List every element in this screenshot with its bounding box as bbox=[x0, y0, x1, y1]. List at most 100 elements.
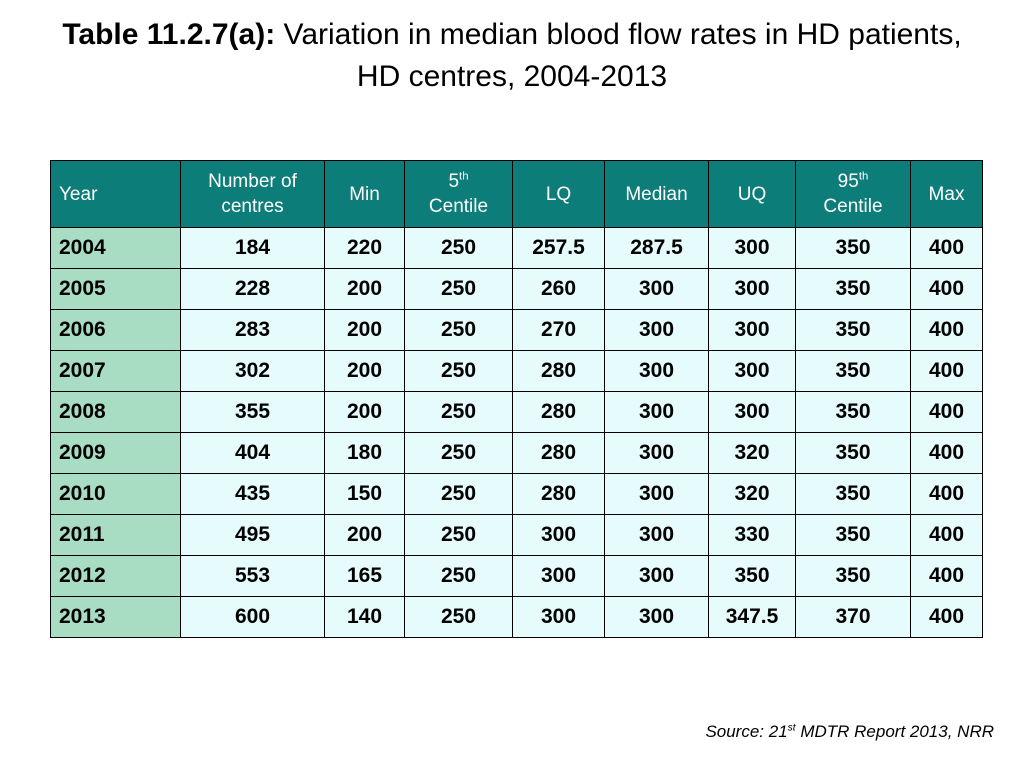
title-label: Table 11.2.7(a): bbox=[62, 18, 276, 51]
cell-lq: 280 bbox=[512, 350, 605, 392]
cell-max: 400 bbox=[910, 268, 983, 310]
cell-max: 400 bbox=[910, 596, 983, 638]
cell-95th-centile: 350 bbox=[795, 391, 911, 433]
cell-lq: 270 bbox=[512, 309, 605, 351]
header-max: Max bbox=[910, 160, 983, 228]
cell-median: 300 bbox=[604, 432, 709, 474]
header-lq: LQ bbox=[512, 160, 605, 228]
source-prefix: Source: 21 bbox=[705, 722, 788, 741]
table-row: 2004 184 220 250 257.5 287.5 300 350 400 bbox=[50, 227, 983, 269]
cell-median: 300 bbox=[604, 391, 709, 433]
cell-5th-centile: 250 bbox=[404, 227, 513, 269]
cell-min: 200 bbox=[324, 268, 405, 310]
cell-max: 400 bbox=[910, 432, 983, 474]
table-row: 2005 228 200 250 260 300 300 350 400 bbox=[50, 268, 983, 310]
cell-median: 300 bbox=[604, 268, 709, 310]
cell-median: 300 bbox=[604, 473, 709, 515]
header-p5-word: Centile bbox=[428, 196, 489, 217]
cell-uq: 300 bbox=[708, 227, 796, 269]
cell-lq: 280 bbox=[512, 391, 605, 433]
cell-lq: 280 bbox=[512, 473, 605, 515]
cell-uq: 300 bbox=[708, 268, 796, 310]
cell-max: 400 bbox=[910, 350, 983, 392]
header-number-of-centres: Number of centres bbox=[180, 160, 325, 228]
header-centres-line2: centres bbox=[221, 196, 284, 217]
header-year: Year bbox=[50, 160, 181, 228]
header-5th-centile: 5th Centile bbox=[404, 160, 513, 228]
cell-year: 2009 bbox=[50, 432, 181, 474]
cell-95th-centile: 350 bbox=[795, 350, 911, 392]
cell-max: 400 bbox=[910, 309, 983, 351]
cell-min: 200 bbox=[324, 514, 405, 556]
cell-5th-centile: 250 bbox=[404, 268, 513, 310]
cell-95th-centile: 350 bbox=[795, 473, 911, 515]
cell-95th-centile: 350 bbox=[795, 432, 911, 474]
header-95th-centile: 95th Centile bbox=[795, 160, 911, 228]
cell-number-of-centres: 435 bbox=[180, 473, 325, 515]
cell-5th-centile: 250 bbox=[404, 350, 513, 392]
cell-number-of-centres: 495 bbox=[180, 514, 325, 556]
cell-number-of-centres: 302 bbox=[180, 350, 325, 392]
cell-min: 150 bbox=[324, 473, 405, 515]
cell-median: 300 bbox=[604, 514, 709, 556]
cell-95th-centile: 350 bbox=[795, 227, 911, 269]
cell-lq: 257.5 bbox=[512, 227, 605, 269]
cell-lq: 300 bbox=[512, 555, 605, 597]
source-note: Source: 21st MDTR Report 2013, NRR bbox=[705, 722, 994, 742]
cell-min: 200 bbox=[324, 350, 405, 392]
cell-5th-centile: 250 bbox=[404, 555, 513, 597]
source-superscript: st bbox=[787, 722, 796, 734]
cell-uq: 350 bbox=[708, 555, 796, 597]
cell-median: 300 bbox=[604, 555, 709, 597]
cell-number-of-centres: 404 bbox=[180, 432, 325, 474]
cell-uq: 300 bbox=[708, 309, 796, 351]
cell-lq: 260 bbox=[512, 268, 605, 310]
cell-number-of-centres: 600 bbox=[180, 596, 325, 638]
blood-flow-table: Year Number of centres Min 5th Centile LQ … bbox=[50, 160, 983, 638]
header-min: Min bbox=[324, 160, 405, 228]
table-header-row: Year Number of centres Min 5th Centile LQ … bbox=[50, 160, 983, 228]
cell-max: 400 bbox=[910, 555, 983, 597]
cell-year: 2011 bbox=[50, 514, 181, 556]
cell-year: 2013 bbox=[50, 596, 181, 638]
table-row: 2009 404 180 250 280 300 320 350 400 bbox=[50, 432, 983, 474]
cell-number-of-centres: 228 bbox=[180, 268, 325, 310]
cell-number-of-centres: 355 bbox=[180, 391, 325, 433]
header-uq: UQ bbox=[708, 160, 796, 228]
cell-median: 300 bbox=[604, 309, 709, 351]
cell-median: 287.5 bbox=[604, 227, 709, 269]
page-title: Table 11.2.7(a): Variation in median blo… bbox=[40, 14, 984, 98]
table-row: 2007 302 200 250 280 300 300 350 400 bbox=[50, 350, 983, 392]
table-row: 2011 495 200 250 300 300 330 350 400 bbox=[50, 514, 983, 556]
header-p95-word: Centile bbox=[823, 196, 883, 217]
header-p95-number: 95 bbox=[837, 171, 859, 192]
cell-max: 400 bbox=[910, 514, 983, 556]
table-body: 2004 184 220 250 257.5 287.5 300 350 400 2005 228 2… bbox=[50, 227, 983, 638]
cell-year: 2004 bbox=[50, 227, 181, 269]
cell-uq: 320 bbox=[708, 432, 796, 474]
cell-max: 400 bbox=[910, 473, 983, 515]
cell-min: 140 bbox=[324, 596, 405, 638]
cell-min: 200 bbox=[324, 391, 405, 433]
cell-year: 2010 bbox=[50, 473, 181, 515]
cell-number-of-centres: 184 bbox=[180, 227, 325, 269]
cell-year: 2008 bbox=[50, 391, 181, 433]
header-p5-superscript: th bbox=[459, 170, 469, 183]
cell-min: 165 bbox=[324, 555, 405, 597]
header-median: Median bbox=[604, 160, 709, 228]
cell-year: 2012 bbox=[50, 555, 181, 597]
title-text: Variation in median blood flow rates in … bbox=[283, 18, 962, 93]
table-row: 2006 283 200 250 270 300 300 350 400 bbox=[50, 309, 983, 351]
cell-5th-centile: 250 bbox=[404, 473, 513, 515]
cell-lq: 280 bbox=[512, 432, 605, 474]
cell-uq: 300 bbox=[708, 391, 796, 433]
cell-min: 220 bbox=[324, 227, 405, 269]
header-p5-number: 5 bbox=[448, 171, 460, 192]
cell-min: 180 bbox=[324, 432, 405, 474]
cell-uq: 300 bbox=[708, 350, 796, 392]
cell-5th-centile: 250 bbox=[404, 391, 513, 433]
cell-lq: 300 bbox=[512, 514, 605, 556]
cell-95th-centile: 350 bbox=[795, 268, 911, 310]
cell-median: 300 bbox=[604, 350, 709, 392]
table-row: 2010 435 150 250 280 300 320 350 400 bbox=[50, 473, 983, 515]
